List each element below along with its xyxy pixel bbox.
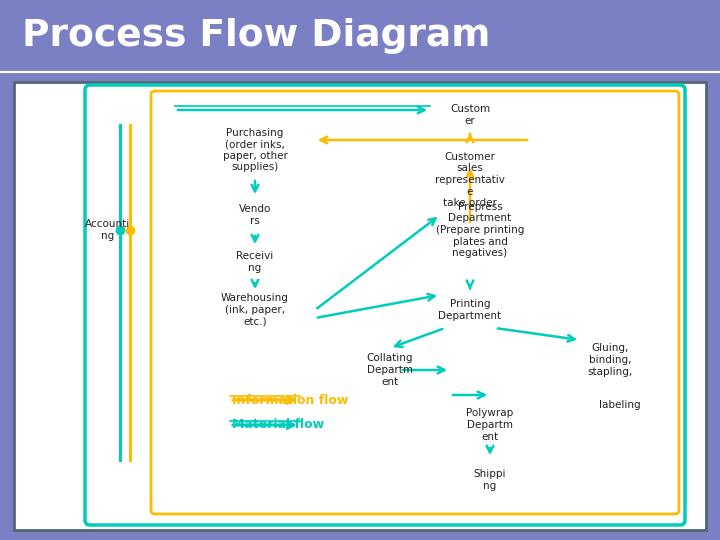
Text: Shippi
ng: Shippi ng	[474, 469, 506, 491]
Text: Polywrap
Departm
ent: Polywrap Departm ent	[467, 408, 513, 442]
Text: Purchasing
(order inks,
paper, other
supplies): Purchasing (order inks, paper, other sup…	[222, 127, 287, 172]
Text: Printing
Department: Printing Department	[438, 299, 502, 321]
Text: Receivi
ng: Receivi ng	[236, 251, 274, 273]
Text: Custom
er: Custom er	[450, 104, 490, 126]
Text: Vendo
rs: Vendo rs	[239, 204, 271, 226]
Text: Process Flow Diagram: Process Flow Diagram	[22, 18, 490, 54]
Bar	[0, 0, 720, 72]
Text: Material flow: Material flow	[232, 418, 324, 431]
Text: Information flow: Information flow	[232, 394, 348, 407]
Text: Prepress
Department
(Prepare printing
plates and
negatives): Prepress Department (Prepare printing pl…	[436, 202, 524, 258]
Text: labeling: labeling	[599, 400, 641, 410]
Text: Accounti
ng: Accounti ng	[86, 219, 130, 241]
Text: Customer
sales
representativ
e
take order: Customer sales representativ e take orde…	[435, 152, 505, 208]
Text: Gluing,
binding,
stapling,: Gluing, binding, stapling,	[588, 343, 633, 376]
Text: Collating
Departm
ent: Collating Departm ent	[366, 353, 413, 387]
Text: Warehousing
(ink, paper,
etc.): Warehousing (ink, paper, etc.)	[221, 293, 289, 327]
Bar	[14, 82, 706, 530]
